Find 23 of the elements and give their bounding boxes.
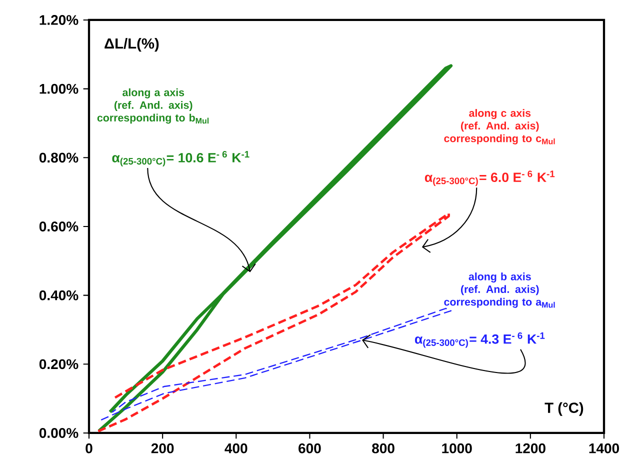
x-axis-title: T (°C) bbox=[544, 402, 584, 416]
annotation: α$_{(25-300°C)}$= 6.0 E$^{- 6}$ K$^{-1}$ bbox=[424, 170, 555, 186]
y-tick-label: 1.00% bbox=[40, 84, 78, 94]
y-tick-label: 0.60% bbox=[39, 222, 78, 232]
x-tick-label: 1400 bbox=[589, 443, 619, 454]
y-tick-label: 0.00% bbox=[39, 428, 78, 438]
annotation: α$_{(25-300°C)}$= 4.3 E$^{- 6}$ K$^{-1}$ bbox=[415, 332, 545, 348]
series-label: along b axis (ref. And. axis) corresponding to a$_{Mul}$ bbox=[444, 272, 555, 308]
y-axis-title: ΔL/L(%) bbox=[104, 38, 159, 52]
x-tick-label: 0 bbox=[86, 443, 92, 454]
x-tick-label: 1200 bbox=[516, 443, 546, 454]
x-tick-label: 1000 bbox=[442, 443, 472, 454]
y-tick-label: 1.20% bbox=[40, 15, 78, 25]
x-tick-label: 200 bbox=[151, 443, 174, 454]
text: along c axis (ref. And. axis) corresponding to c$_{Mul}$ bbox=[444, 109, 555, 144]
x-tick-label: 600 bbox=[298, 443, 321, 454]
x-tick-label: 800 bbox=[372, 443, 394, 454]
text: along a axis (ref. And. axis) corresponding to b$_{Mul}$ bbox=[97, 88, 209, 124]
y-tick-label: 0.80% bbox=[39, 152, 78, 163]
x-tick-label: 400 bbox=[224, 443, 248, 454]
y-tick-label: 0.20% bbox=[39, 359, 78, 370]
y-tick-label: 0.40% bbox=[39, 290, 78, 300]
annotation: α$_{(25-300°C)}$= 10.6 E$^{- 6}$ K$^{-1}$ bbox=[112, 150, 250, 166]
